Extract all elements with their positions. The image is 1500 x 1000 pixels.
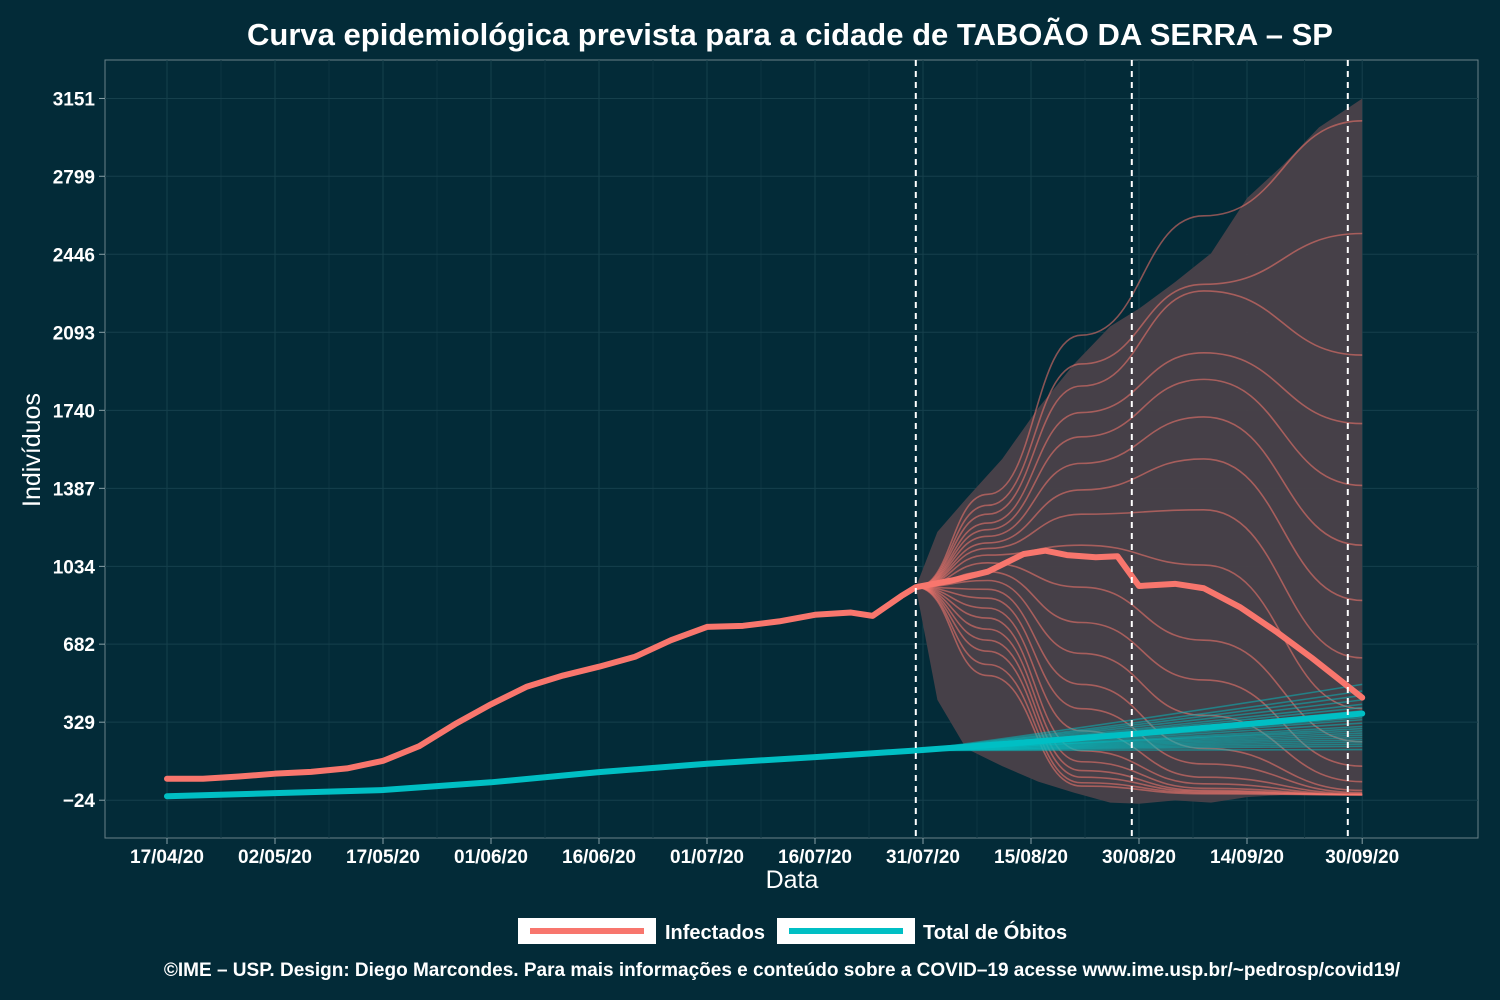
obitos-scenario-line <box>915 748 1363 752</box>
infectados-scenario-line <box>915 290 1363 588</box>
y-tick-label: 3151 <box>53 89 96 110</box>
x-axis-ticks: 17/04/20 02/05/20 17/05/20 01/06/20 16/06/20… <box>130 838 1399 868</box>
legend-label-infectados: Infectados <box>665 922 765 944</box>
obitos-line <box>164 710 1366 800</box>
infectados-scenario-line <box>915 232 1363 588</box>
x-tick-label: 17/04/20 <box>130 847 204 868</box>
y-tick-label: 2093 <box>53 323 95 344</box>
legend-label-obitos: Total de Óbitos <box>923 920 1067 944</box>
x-tick-label: 30/08/20 <box>1102 847 1176 868</box>
infectados-scenario-line <box>915 586 1363 796</box>
y-tick-label: 2446 <box>53 245 95 266</box>
y-tick-label: 682 <box>63 635 95 656</box>
infectados-scenario-line <box>915 586 1363 796</box>
x-tick-label: 01/06/20 <box>454 847 528 868</box>
y-tick-label: 1034 <box>53 557 96 578</box>
x-tick-label: 01/07/20 <box>670 847 744 868</box>
x-tick-label: 02/05/20 <box>238 847 312 868</box>
infectados-line <box>164 547 1366 782</box>
obitos-scenario-line <box>915 683 1363 752</box>
infectados-scenario-line <box>915 119 1363 588</box>
x-tick-label: 17/05/20 <box>346 847 420 868</box>
x-tick-label: 31/07/20 <box>886 847 960 868</box>
y-tick-label: −24 <box>63 791 96 812</box>
y-axis-title: Indivíduos <box>18 393 46 507</box>
y-axis-ticks: −24 329 682 1034 1387 1740 2093 2446 2799 3151 <box>53 89 105 812</box>
infectados-scenario-line <box>915 586 1363 796</box>
infectados-scenario-line <box>915 586 1363 792</box>
y-tick-label: 1740 <box>53 401 95 422</box>
x-tick-label: 16/06/20 <box>562 847 636 868</box>
infectados-scenario-line <box>915 586 1363 796</box>
x-tick-label: 30/09/20 <box>1325 847 1399 868</box>
infectados-scenario-line <box>915 586 1363 794</box>
infectados-scenario-line <box>915 562 1363 743</box>
legend: Infectados Total de Óbitos <box>518 918 1067 944</box>
reference-lines-layer <box>914 60 1349 838</box>
infectados-scenario-line <box>915 458 1363 602</box>
x-tick-label: 16/07/20 <box>778 847 852 868</box>
forecast-band <box>915 98 1363 804</box>
chart-title: Curva epidemiológica prevista para a cid… <box>247 17 1333 52</box>
caption: ©IME – USP. Design: Diego Marcondes. Par… <box>164 960 1401 981</box>
x-axis-title: Data <box>766 866 819 894</box>
x-tick-label: 14/09/20 <box>1210 847 1284 868</box>
infectados-scenario-line <box>915 378 1363 588</box>
infectados-scenario-line <box>915 352 1363 588</box>
series-layer <box>164 547 1366 800</box>
y-tick-label: 2799 <box>53 167 95 188</box>
x-tick-label: 15/08/20 <box>994 847 1068 868</box>
forecast-scenarios-layer <box>915 119 1363 796</box>
infectados-scenario-line <box>915 416 1363 588</box>
y-tick-label: 329 <box>63 713 95 734</box>
infectados-scenario-line <box>915 586 1363 796</box>
forecast-band-layer <box>915 98 1363 804</box>
y-tick-label: 1387 <box>53 479 95 500</box>
infectados-scenario-line <box>915 508 1363 659</box>
